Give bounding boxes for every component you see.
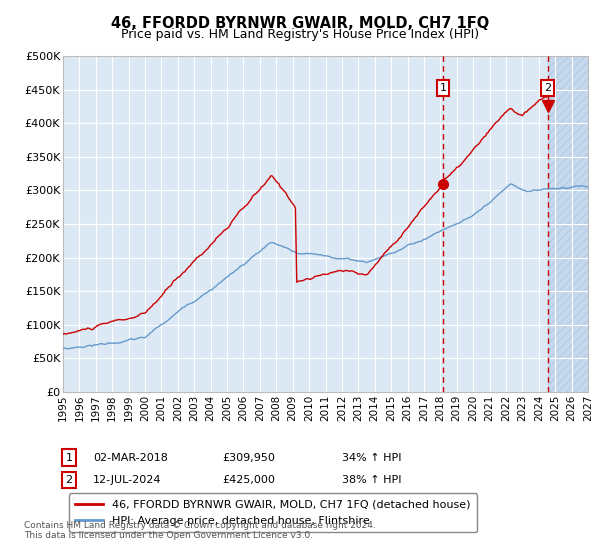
Text: 02-MAR-2018: 02-MAR-2018 xyxy=(93,452,168,463)
Text: 2: 2 xyxy=(544,83,551,93)
Text: 34% ↑ HPI: 34% ↑ HPI xyxy=(342,452,401,463)
Text: 1: 1 xyxy=(65,452,73,463)
Legend: 46, FFORDD BYRNWR GWAIR, MOLD, CH7 1FQ (detached house), HPI: Average price, det: 46, FFORDD BYRNWR GWAIR, MOLD, CH7 1FQ (… xyxy=(68,493,477,532)
Text: £425,000: £425,000 xyxy=(222,475,275,485)
Text: Contains HM Land Registry data © Crown copyright and database right 2024.
This d: Contains HM Land Registry data © Crown c… xyxy=(24,521,376,540)
Text: 1: 1 xyxy=(440,83,446,93)
Text: 38% ↑ HPI: 38% ↑ HPI xyxy=(342,475,401,485)
Text: 46, FFORDD BYRNWR GWAIR, MOLD, CH7 1FQ: 46, FFORDD BYRNWR GWAIR, MOLD, CH7 1FQ xyxy=(111,16,489,31)
Text: £309,950: £309,950 xyxy=(222,452,275,463)
Text: Price paid vs. HM Land Registry's House Price Index (HPI): Price paid vs. HM Land Registry's House … xyxy=(121,28,479,41)
Bar xyxy=(548,56,588,392)
Text: 2: 2 xyxy=(65,475,73,485)
Text: 12-JUL-2024: 12-JUL-2024 xyxy=(93,475,161,485)
Bar xyxy=(548,56,588,392)
